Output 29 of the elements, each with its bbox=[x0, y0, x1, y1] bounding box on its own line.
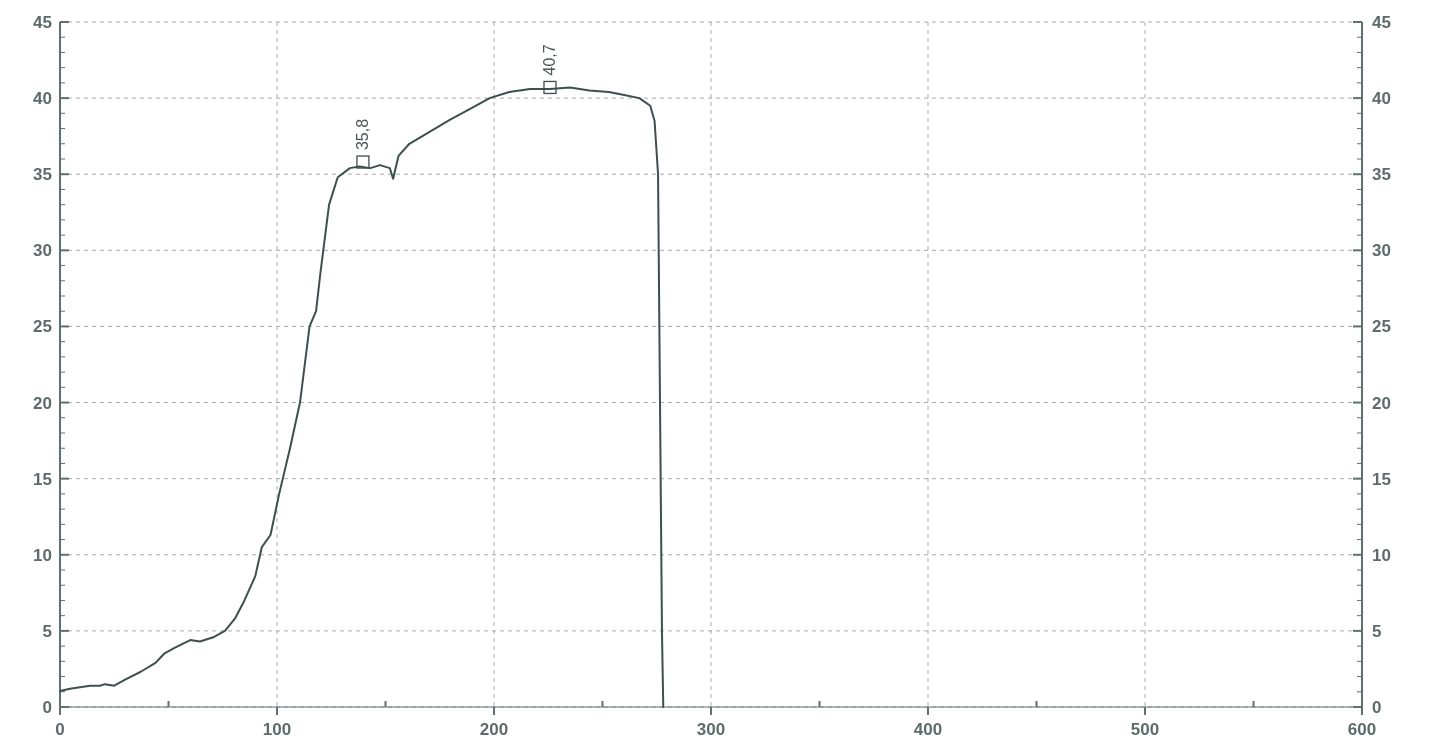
x-tick-label: 500 bbox=[1130, 720, 1160, 739]
x-tick-label: 400 bbox=[913, 720, 943, 739]
y-tick-label: 45 bbox=[33, 12, 52, 32]
x-tick-label: 100 bbox=[262, 720, 292, 739]
x-tick-label: 300 bbox=[696, 720, 726, 739]
y2-tick-label: 15 bbox=[1372, 469, 1391, 489]
y2-tick-label: 0 bbox=[1372, 697, 1382, 717]
y2-tick-label: 30 bbox=[1372, 241, 1391, 261]
y-tick-label: 20 bbox=[33, 393, 52, 413]
y2-tick-label: 5 bbox=[1372, 621, 1382, 641]
y-tick-label: 15 bbox=[33, 469, 52, 489]
y-tick-label: 40 bbox=[33, 89, 52, 109]
annotation: 35,8 bbox=[353, 118, 371, 151]
y-tick-label: 5 bbox=[42, 621, 52, 641]
y-tick-label: 35 bbox=[33, 165, 52, 185]
x-tick-label: 0 bbox=[55, 720, 65, 739]
y-tick-label: 0 bbox=[42, 697, 52, 717]
x-tick-label: 600 bbox=[1347, 720, 1377, 739]
y2-tick-label: 20 bbox=[1372, 393, 1391, 413]
y2-tick-label: 10 bbox=[1372, 545, 1391, 565]
y2-tick-label: 35 bbox=[1372, 165, 1391, 185]
y-tick-label: 25 bbox=[33, 317, 52, 337]
x-tick-label: 200 bbox=[479, 720, 509, 739]
y2-tick-label: 25 bbox=[1372, 317, 1391, 337]
y2-tick-label: 45 bbox=[1372, 12, 1391, 32]
y-tick-label: 30 bbox=[33, 241, 52, 261]
annotation: 40,7 bbox=[540, 44, 558, 76]
y-tick-label: 10 bbox=[33, 545, 52, 565]
y2-tick-label: 40 bbox=[1372, 89, 1391, 109]
